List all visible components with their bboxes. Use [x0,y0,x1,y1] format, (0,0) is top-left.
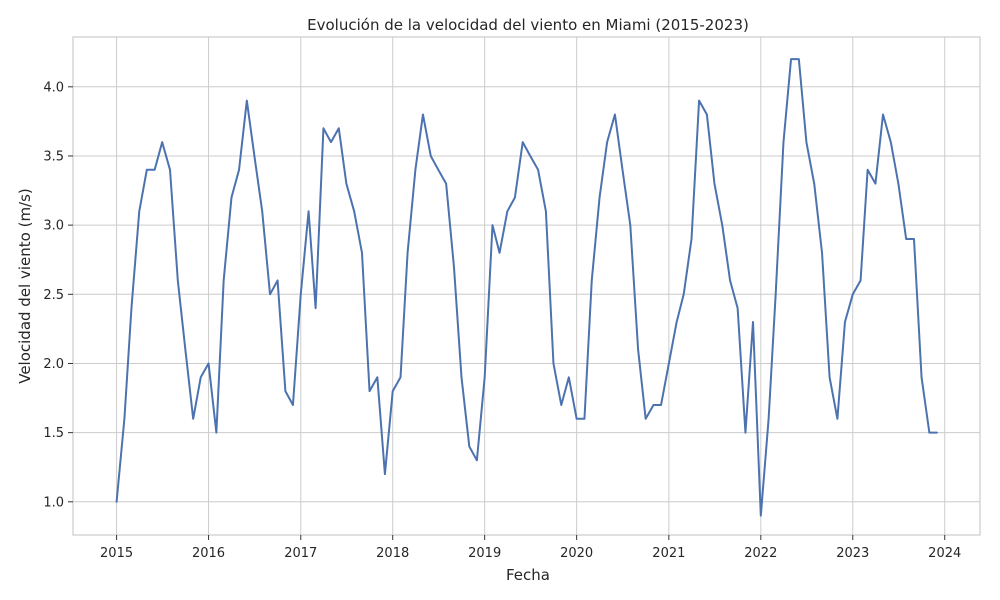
series-line [115,58,938,517]
x-tick-label: 2015 [100,546,133,561]
x-tick-label: 2024 [928,546,961,561]
y-tick-label: 1.5 [43,426,64,441]
y-tick-label: 2.0 [43,357,64,372]
x-tick-label: 2022 [744,546,777,561]
y-tick-label: 1.0 [43,495,64,510]
x-axis-label: Fecha [506,566,550,584]
chart-title: Evolución de la velocidad del viento en … [307,16,749,34]
series-layer [115,58,938,517]
plot-area [73,37,980,535]
y-tick-label: 3.0 [43,219,64,234]
y-tick-label: 4.0 [43,80,64,95]
x-tick-label: 2021 [652,546,685,561]
x-tick-label: 2023 [836,546,869,561]
y-tick-label: 2.5 [43,288,64,303]
y-tick-label: 3.5 [43,149,64,164]
x-tick-label: 2016 [192,546,225,561]
x-tick-label: 2020 [560,546,593,561]
axes: 2015 2016 2017 2018 2019 2020 2021 2022 2023 2024… [43,36,981,561]
x-tick-label: 2018 [376,546,409,561]
plot-frame [72,36,981,536]
y-axis-label: Velocidad del viento (m/s) [16,188,34,384]
x-tick-label: 2019 [468,546,501,561]
x-tick-label: 2017 [284,546,317,561]
